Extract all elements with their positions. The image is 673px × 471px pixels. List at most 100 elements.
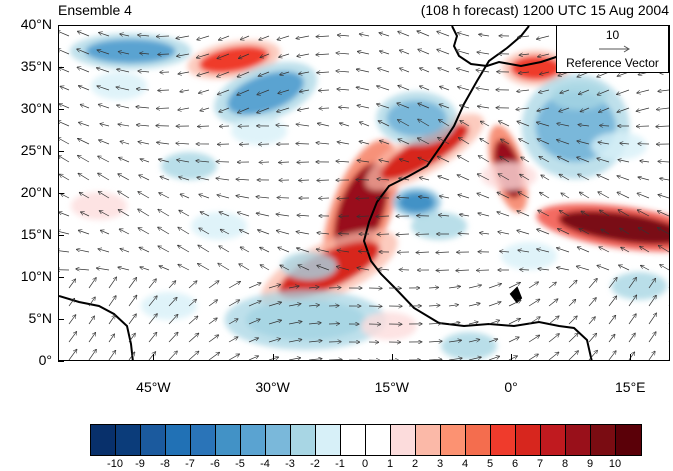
wind-vector: [118, 210, 130, 217]
wind-vector: [78, 173, 90, 181]
colorbar-label: 4: [461, 458, 469, 470]
wind-vector: [658, 228, 669, 235]
wind-vector: [628, 278, 636, 289]
colorbar-swatch: [166, 425, 191, 455]
wind-vector: [248, 356, 258, 360]
wind-vector: [239, 264, 250, 271]
wind-vector: [458, 156, 470, 163]
wind-vector: [188, 316, 198, 325]
wind-vector: [316, 54, 330, 55]
ensemble-label: Ensemble 4: [58, 2, 132, 18]
wind-vector: [428, 341, 442, 342]
wind-vector: [539, 89, 550, 93]
wind-vector: [337, 250, 350, 252]
colorbar-label: 10: [608, 458, 622, 470]
wind-vector: [438, 68, 450, 73]
wind-vector: [548, 299, 558, 307]
wind-vector: [628, 352, 634, 360]
wind-vector: [379, 160, 390, 162]
wind-vector: [316, 36, 330, 37]
wind-vector: [560, 211, 570, 217]
wind-vector: [416, 252, 430, 253]
negative-anomaly-region: [386, 100, 447, 137]
wind-vector: [568, 300, 576, 307]
wind-vector: [236, 196, 250, 198]
wind-vector: [108, 351, 115, 360]
weak-anomaly-patch: [231, 117, 287, 145]
wind-vector: [517, 90, 530, 91]
wind-vector: [77, 67, 90, 73]
wind-vector: [157, 142, 170, 144]
wind-vector: [197, 35, 210, 40]
wind-vector: [648, 296, 656, 307]
wind-vector: [159, 193, 170, 199]
colorbar-label: 6: [511, 458, 519, 470]
wind-vector: [528, 354, 538, 360]
wind-vector: [88, 297, 95, 307]
wind-vector: [258, 230, 270, 235]
wind-vector: [458, 87, 470, 91]
wind-vector: [188, 281, 197, 289]
wind-vector: [376, 216, 390, 217]
wind-vector: [380, 51, 390, 55]
wind-vector: [138, 209, 150, 217]
colorbar-label: 5: [486, 458, 494, 470]
wind-vector: [308, 305, 319, 306]
wind-vector: [537, 107, 550, 111]
wind-vector: [357, 216, 370, 217]
wind-vector: [640, 246, 650, 253]
wind-vector: [128, 278, 136, 289]
wind-vector: [440, 196, 450, 198]
latitude-tick-label: 15°N: [20, 226, 52, 242]
wind-vector: [518, 192, 530, 199]
wind-vector: [118, 174, 130, 181]
wind-vector: [648, 313, 656, 325]
wind-vector: [218, 263, 230, 271]
wind-vector: [208, 352, 219, 360]
wind-vector: [468, 322, 478, 324]
wind-vector: [668, 305, 669, 306]
wind-vector: [288, 286, 299, 288]
latitude-tick-mark: [58, 361, 64, 362]
wind-vector: [158, 246, 170, 253]
wind-vector: [198, 126, 210, 127]
wind-vector: [340, 123, 350, 127]
wind-vector: [436, 252, 450, 253]
wind-vector: [338, 35, 350, 36]
wind-vector: [397, 103, 410, 109]
wind-vector: [148, 314, 157, 325]
wind-vector: [479, 156, 490, 163]
wind-vector: [420, 86, 430, 91]
colorbar-swatch: [491, 425, 516, 455]
wind-vector: [568, 333, 578, 343]
wind-vector: [476, 70, 490, 72]
wind-vector: [439, 104, 450, 109]
wind-vector: [568, 351, 578, 360]
wind-vector: [337, 266, 350, 271]
wind-vector: [417, 31, 430, 37]
wind-vector: [538, 53, 550, 57]
wind-vector: [59, 250, 70, 252]
wind-vector: [579, 89, 590, 94]
wind-vector: [260, 265, 270, 271]
wind-vector: [188, 299, 196, 307]
wind-vector: [508, 283, 520, 289]
wind-vector: [597, 158, 610, 163]
south-america-coastline: [59, 295, 134, 360]
wind-vector: [480, 233, 490, 234]
wind-vector: [268, 357, 278, 360]
wind-vector: [299, 72, 310, 74]
wind-vector: [220, 229, 230, 235]
wind-vector: [140, 53, 150, 54]
wind-vector: [68, 279, 75, 289]
wind-vector: [219, 107, 230, 112]
wind-vector: [577, 141, 590, 145]
wind-vector: [117, 69, 130, 73]
wind-vector: [480, 139, 490, 145]
wind-vector: [218, 89, 230, 94]
wind-vector: [97, 68, 110, 73]
wind-vector: [457, 68, 470, 73]
wind-vector: [658, 161, 669, 162]
wind-vector: [540, 192, 550, 199]
wind-vector: [296, 35, 310, 39]
